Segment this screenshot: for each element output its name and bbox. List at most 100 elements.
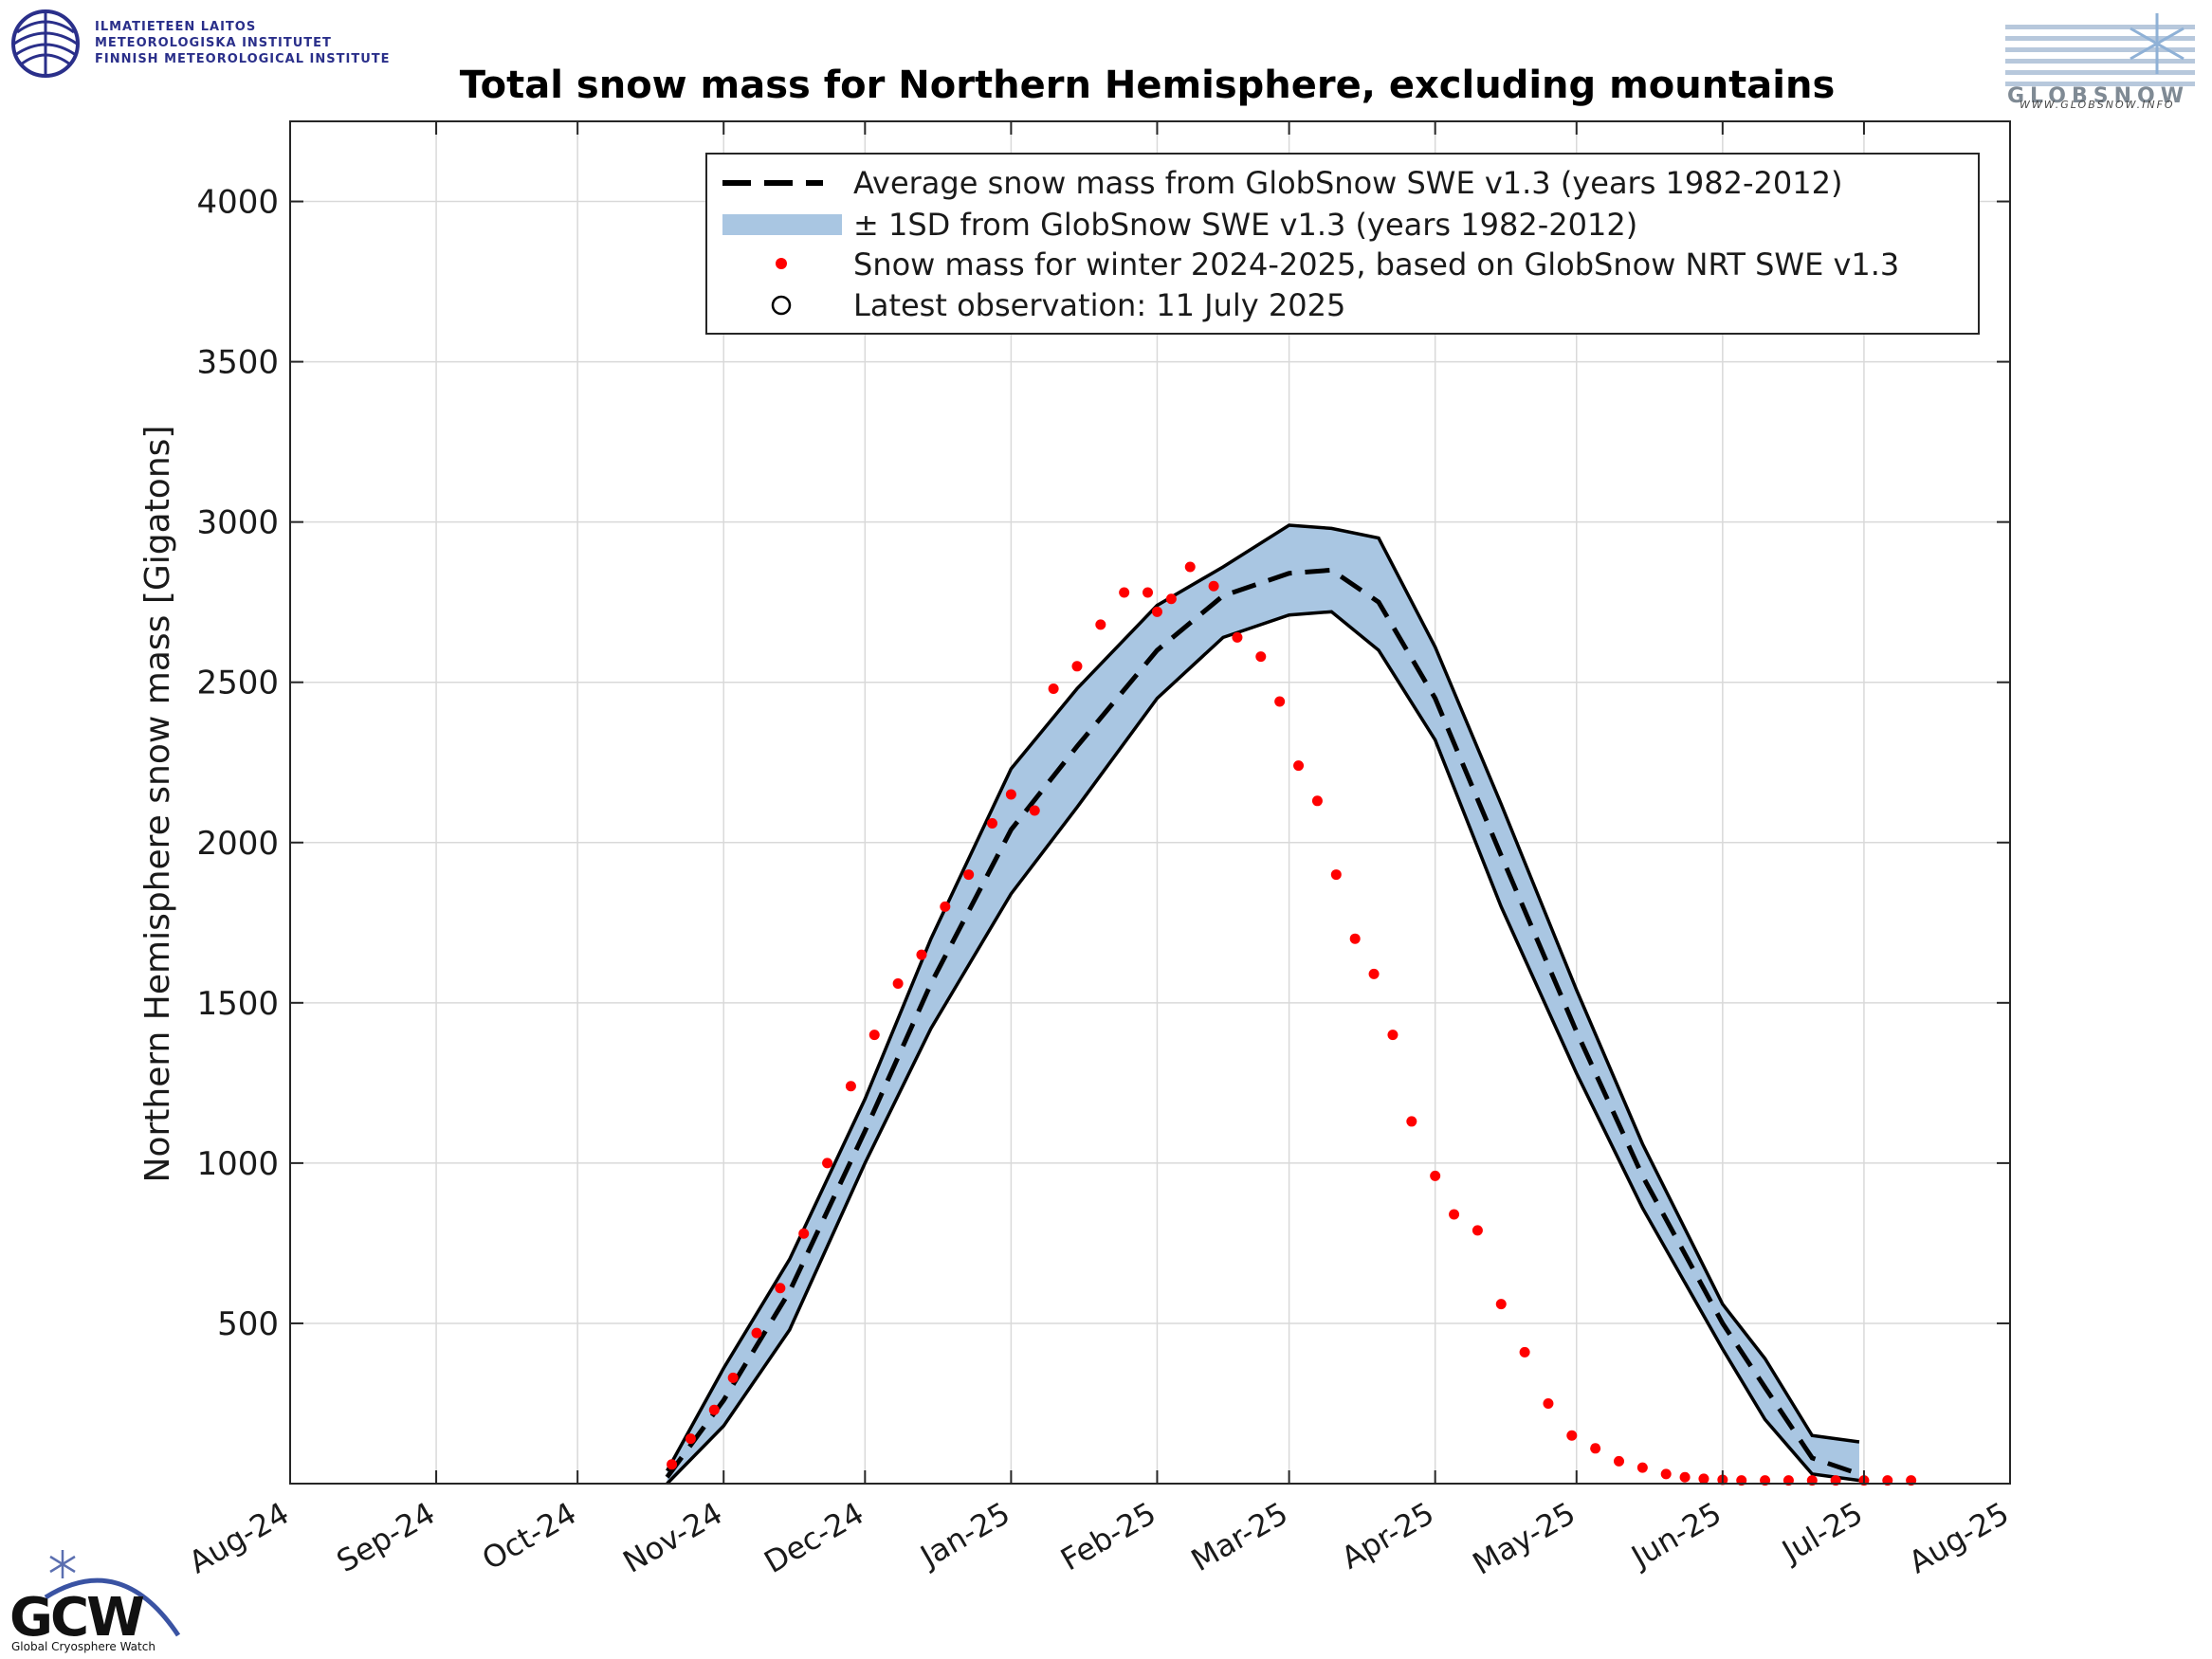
y-tick-label: 2000 (196, 825, 279, 863)
observation-point (892, 978, 904, 990)
observation-point (1330, 869, 1342, 881)
sd-band (667, 525, 1859, 1484)
legend: Average snow mass from GlobSnow SWE v1.3… (705, 153, 1980, 335)
observation-point (1255, 651, 1267, 663)
globsnow-wordmark: GLOBSNOW (2007, 84, 2189, 108)
observation-point (916, 949, 927, 960)
gcw-logo: GCW (9, 1550, 181, 1649)
chart-title: Total snow mass for Northern Hemisphere,… (460, 64, 1836, 107)
legend-box (705, 153, 1980, 335)
observation-point (868, 1030, 880, 1041)
observation-point (1151, 606, 1162, 617)
observation-point (940, 901, 951, 912)
gcw-snowflake-icon (49, 1550, 76, 1578)
average-line (665, 567, 1860, 1479)
observation-point (1293, 760, 1305, 772)
fmi-line-2: METEOROLOGISKA INSTITUTET (95, 36, 332, 50)
x-tick-label: Jun-25 (1624, 1495, 1728, 1576)
observation-point (775, 1283, 786, 1294)
legend-swatch-dot (776, 258, 787, 269)
observation-point (1184, 561, 1196, 573)
observation-point (667, 1459, 678, 1470)
observation-point (1495, 1299, 1507, 1310)
fmi-wordmark: ILMATIETEEN LAITOS METEOROLOGISKA INSTIT… (95, 19, 391, 67)
observation-point (1095, 619, 1106, 630)
observation-point (1679, 1471, 1691, 1483)
legend-item-observations: Snow mass for winter 2024-2025, based on… (853, 246, 1899, 283)
observation-point (1005, 789, 1016, 800)
series-lines (665, 523, 1860, 1486)
observation-point (751, 1327, 762, 1339)
observation-point (1119, 587, 1130, 598)
observation-point (1232, 631, 1243, 643)
sd-upper-line (666, 523, 1860, 1472)
x-tick-label: Mar-25 (1185, 1495, 1294, 1578)
x-tick-label: Jan-25 (913, 1495, 1016, 1576)
x-tick-label: Sep-24 (331, 1495, 441, 1579)
y-axis-ticks: 500 1000 1500 2000 2500 3000 3500 4000 (196, 184, 2010, 1343)
observation-point (1274, 696, 1286, 707)
observation-point (685, 1433, 696, 1445)
fmi-line-1: ILMATIETEEN LAITOS (95, 20, 257, 34)
x-tick-label: May-25 (1467, 1495, 1581, 1582)
observation-point (1660, 1468, 1672, 1480)
y-tick-label: 1500 (196, 985, 279, 1023)
y-tick-label: 4000 (196, 184, 279, 222)
observation-point (1143, 587, 1154, 598)
observation-point (1165, 593, 1177, 605)
observation-point (1430, 1170, 1441, 1181)
observation-point (987, 817, 998, 829)
observation-point (1208, 580, 1219, 592)
plot-frame (289, 120, 2011, 1485)
observation-point (1698, 1473, 1709, 1485)
y-tick-label: 1000 (196, 1145, 279, 1183)
globsnow-logo: GLOBSNOW (2005, 13, 2195, 108)
observation-point (1472, 1225, 1483, 1236)
observation-point (1543, 1397, 1554, 1409)
observation-point (798, 1228, 810, 1239)
observation-point (822, 1158, 833, 1169)
observation-point (1636, 1462, 1648, 1473)
gcw-arc (44, 1577, 181, 1637)
observation-point (708, 1404, 720, 1415)
gcw-wordmark: GCW (9, 1587, 144, 1649)
x-tick-label: Aug-24 (183, 1495, 295, 1580)
x-tick-label: Jul-25 (1775, 1495, 1869, 1570)
observation-point (963, 869, 975, 881)
observation-point (1368, 968, 1380, 979)
y-tick-label: 2500 (196, 665, 279, 702)
legend-swatch-latest (771, 295, 792, 316)
y-tick-label: 3000 (196, 504, 279, 542)
legend-item-band: ± 1SD from GlobSnow SWE v1.3 (years 1982… (853, 207, 1637, 243)
observation-point (1311, 795, 1323, 807)
observation-point (1449, 1209, 1460, 1220)
observation-point (1590, 1443, 1601, 1454)
observation-point (1071, 661, 1083, 672)
y-axis-label: Northern Hemisphere snow mass [Gigatons] (138, 426, 177, 1183)
observation-point (1406, 1116, 1417, 1127)
globsnow-stripes (2005, 25, 2195, 86)
y-tick-label: 3500 (196, 344, 279, 382)
observation-point (1566, 1430, 1578, 1441)
x-tick-label: Aug-25 (1903, 1495, 2015, 1580)
sd-lower-line (666, 610, 1860, 1486)
x-tick-label: Oct-24 (476, 1495, 582, 1577)
fmi-emblem-icon (11, 9, 80, 78)
legend-item-latest: Latest observation: 11 July 2025 (853, 287, 1345, 323)
x-tick-label: Nov-24 (617, 1495, 729, 1580)
snowflake-icon (2130, 13, 2185, 74)
x-tick-label: Apr-25 (1335, 1495, 1439, 1577)
observation-point (845, 1081, 856, 1092)
legend-swatch-band (722, 214, 842, 235)
observation-point (1349, 933, 1361, 944)
fmi-line-3: FINNISH METEOROLOGICAL INSTITUTE (95, 52, 391, 66)
gcw-subtitle: Global Cryosphere Watch (11, 1640, 155, 1653)
x-tick-label: Feb-25 (1054, 1495, 1161, 1577)
observation-point (1387, 1030, 1398, 1041)
fmi-logo (11, 9, 80, 78)
legend-item-average: Average snow mass from GlobSnow SWE v1.3… (853, 165, 1842, 201)
y-tick-label: 500 (217, 1305, 279, 1343)
observation-point (1519, 1346, 1530, 1358)
observation-point (727, 1372, 739, 1383)
